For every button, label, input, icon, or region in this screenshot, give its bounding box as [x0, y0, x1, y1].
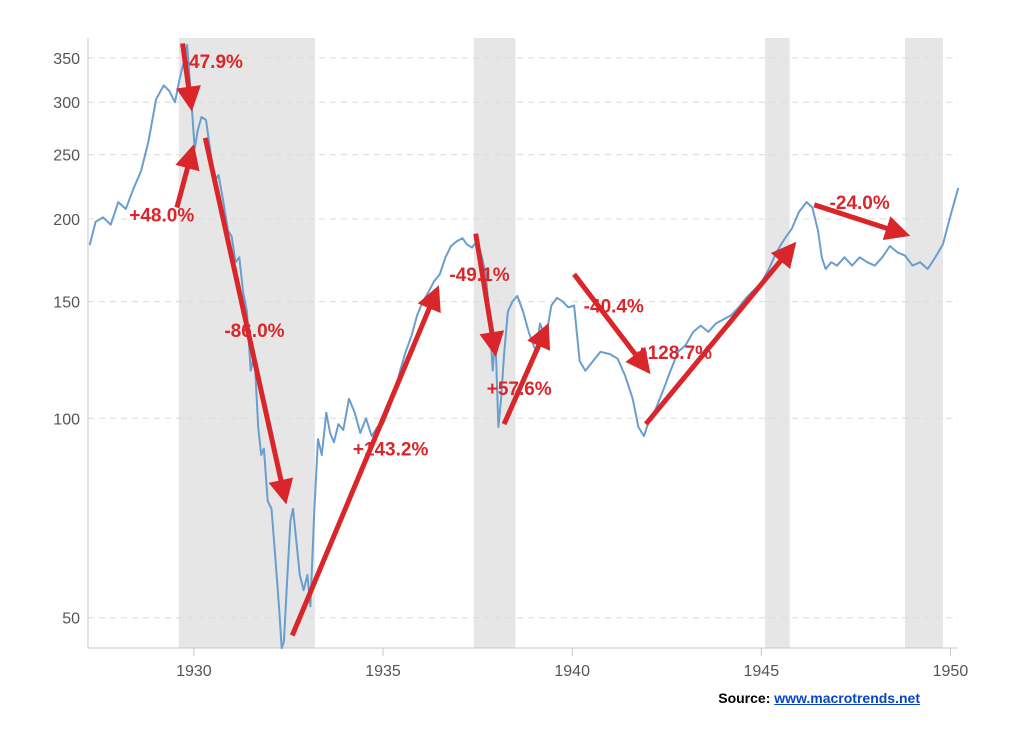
annotation-arrow-9 — [813, 202, 911, 241]
y-tick-label: 350 — [53, 51, 80, 68]
x-tick-label: 1940 — [554, 663, 590, 680]
x-tick-label: 1950 — [933, 663, 969, 680]
recession-band-3 — [765, 38, 790, 648]
annotations-layer: -47.9% +48.0% -86.0% +143.2% -49.1% +57.6% -40… — [129, 43, 911, 637]
annotation-label-4: +143.2% — [353, 440, 429, 461]
annotation-label-3: -86.0% — [224, 321, 284, 342]
x-tick-label: 1945 — [744, 663, 780, 680]
annotation-label-2: +48.0% — [129, 206, 194, 227]
annotation-arrow-5 — [473, 233, 505, 357]
annotation-arrow-2 — [174, 143, 200, 209]
x-tick-label: 1930 — [176, 663, 212, 680]
source-link[interactable]: www.macrotrends.net — [774, 690, 920, 706]
annotation-label-1: -47.9% — [183, 52, 243, 73]
gridlines-layer — [88, 57, 958, 619]
annotation-label-9: -24.0% — [830, 193, 890, 214]
annotation-arrow-6 — [501, 322, 551, 426]
annotation-arrow-1 — [176, 43, 201, 112]
y-tick-label: 200 — [53, 212, 80, 229]
annotation-arrow-8 — [644, 241, 797, 426]
y-tick-label: 50 — [62, 611, 80, 628]
source-label: Source: — [718, 690, 771, 706]
y-tick-label: 100 — [53, 411, 80, 428]
annotation-arrow-7 — [572, 272, 651, 375]
recession-shading-layer — [178, 38, 943, 648]
y-tick-label: 150 — [53, 295, 80, 312]
recession-band-4 — [905, 38, 943, 648]
annotation-label-7: -40.4% — [584, 296, 644, 317]
annotation-label-5: -49.1% — [449, 265, 509, 286]
source-note: Source: www.macrotrends.net — [718, 690, 920, 706]
annotation-label-6: +57.6% — [487, 379, 552, 400]
annotation-arrow-4 — [289, 285, 441, 637]
y-tick-label: 250 — [53, 148, 80, 165]
axes-layer: 50 100 150 200 250 300 350 1930 1935 1940 1945 1950 — [53, 38, 968, 680]
annotation-arrow-3 — [202, 137, 294, 505]
annotation-label-8: +128.7% — [637, 343, 713, 364]
x-tick-label: 1935 — [365, 663, 401, 680]
recession-band-1 — [178, 38, 315, 648]
y-tick-label: 300 — [53, 95, 80, 112]
